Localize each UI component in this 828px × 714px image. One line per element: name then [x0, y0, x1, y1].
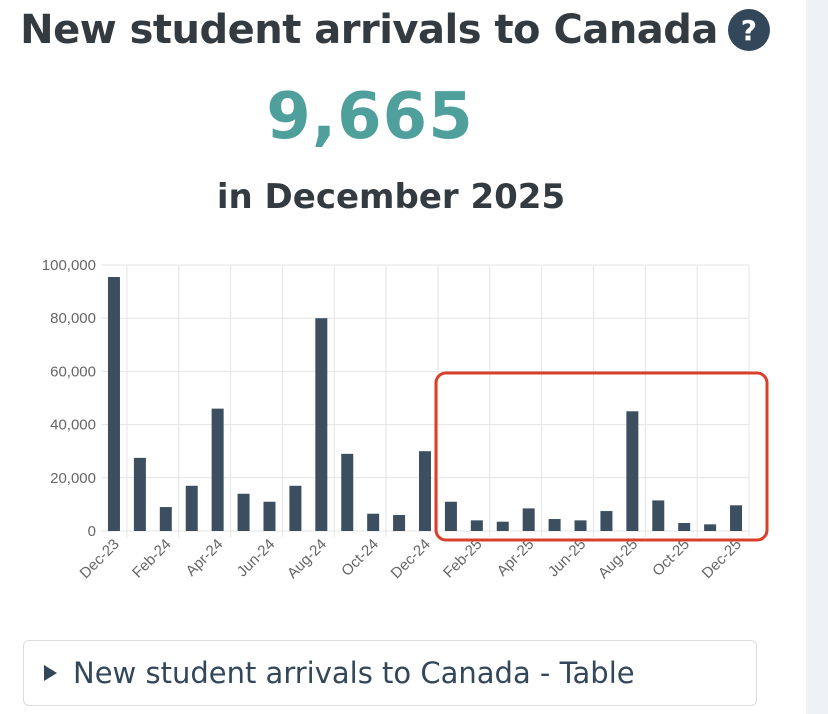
x-tick-label: Oct-24: [338, 536, 382, 580]
bar: [185, 485, 198, 531]
bar: [444, 501, 457, 531]
x-tick-label: Jun-25: [545, 536, 589, 580]
x-tick-label: Apr-25: [494, 536, 538, 580]
bar: [341, 453, 354, 531]
x-tick-label: Oct-25: [649, 536, 693, 580]
bar: [133, 457, 146, 531]
side-panel-edge: [806, 0, 828, 714]
bar: [289, 485, 302, 531]
x-tick-label: Dec-25: [699, 536, 745, 582]
triangle-right-icon: [44, 665, 57, 681]
headline-value: 9,665: [266, 80, 474, 154]
x-tick-label: Feb-24: [129, 536, 175, 582]
chart-title: New student arrivals to Canada: [20, 7, 718, 53]
bar: [211, 408, 224, 531]
x-tick-label: Apr-24: [183, 536, 227, 580]
bar: [315, 318, 328, 531]
x-tick-label: Feb-25: [440, 536, 486, 582]
x-tick-label: Aug-24: [284, 536, 330, 582]
x-tick-label: Dec-23: [77, 536, 123, 582]
table-toggle-label: New student arrivals to Canada - Table: [73, 656, 635, 690]
bar: [237, 493, 250, 531]
bar: [704, 524, 717, 531]
bar: [393, 515, 406, 531]
y-tick-label: 20,000: [50, 470, 96, 487]
table-toggle[interactable]: New student arrivals to Canada - Table: [23, 640, 757, 706]
bar: [574, 520, 587, 531]
chart-header: New student arrivals to Canada ?: [0, 2, 790, 58]
x-tick-label: Dec-24: [388, 536, 434, 582]
bar: [548, 519, 561, 531]
period-label: in December 2025: [216, 177, 566, 217]
x-tick-label: Aug-25: [595, 536, 641, 582]
bar: [678, 523, 691, 531]
bar: [159, 507, 172, 531]
bar: [652, 500, 665, 531]
y-tick-label: 0: [88, 523, 96, 540]
question-circle-icon[interactable]: ?: [727, 9, 770, 51]
x-tick-label: Jun-24: [234, 536, 278, 580]
bar: [600, 511, 613, 531]
y-tick-label: 60,000: [50, 363, 96, 380]
bar: [263, 501, 276, 531]
bar: [107, 276, 120, 531]
y-tick-label: 100,000: [42, 257, 96, 274]
bar: [470, 520, 483, 531]
bar: [522, 508, 535, 531]
bar: [496, 521, 509, 531]
bar: [730, 505, 743, 531]
y-tick-label: 80,000: [50, 310, 96, 327]
y-tick-label: 40,000: [50, 417, 96, 434]
bar: [419, 451, 431, 531]
highlight-box: [434, 371, 769, 542]
bar: [626, 411, 639, 531]
bar: [367, 513, 380, 531]
